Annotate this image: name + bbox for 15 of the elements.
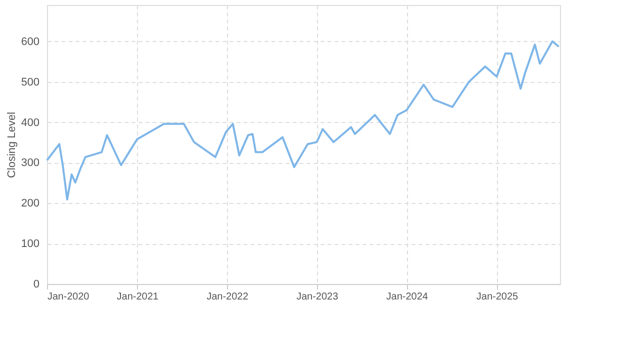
y-tick-label: 200 <box>21 198 40 210</box>
x-tick-label: Jan-2021 <box>116 292 159 302</box>
y-tick-label: 400 <box>21 116 40 129</box>
x-tick-label: Jan-2022 <box>206 292 249 302</box>
x-tick-label: Jan-2020 <box>48 292 90 302</box>
x-tick-label: Jan-2025 <box>476 292 519 302</box>
y-tick-label: 600 <box>21 36 40 48</box>
line-series <box>46 40 560 200</box>
x-tick-label: Jan-2023 <box>296 292 339 302</box>
y-tick-label: 300 <box>21 157 40 170</box>
y-tick-label: 100 <box>21 238 40 250</box>
y-tick-label: 0 <box>33 278 40 290</box>
y-axis-title: Closing Level <box>6 112 18 178</box>
x-tick-label: Jan-2024 <box>386 292 428 302</box>
y-tick-label: 500 <box>21 76 40 88</box>
